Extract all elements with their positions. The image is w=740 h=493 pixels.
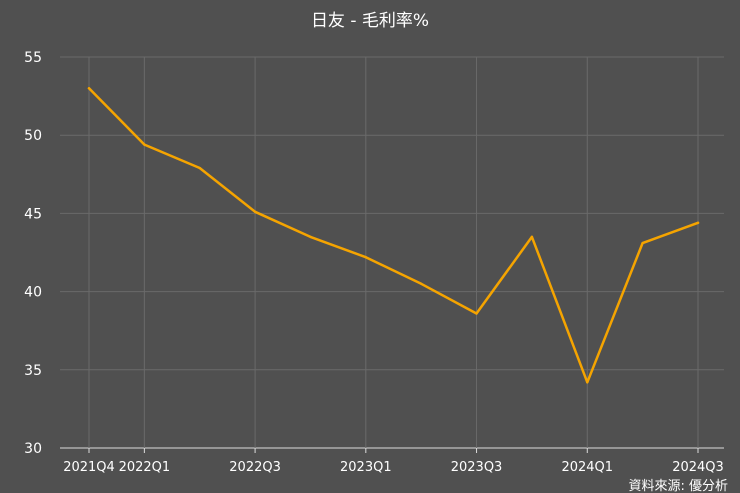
y-tick-label: 35 bbox=[24, 363, 42, 379]
data-point bbox=[419, 282, 423, 285]
x-tick-label: 2022Q3 bbox=[229, 460, 281, 475]
data-point bbox=[309, 235, 312, 239]
y-tick-label: 40 bbox=[24, 285, 42, 301]
grid-layer bbox=[60, 56, 724, 449]
series-layer bbox=[87, 87, 700, 384]
x-axis: 2021Q4 2022Q1 2022Q3 2023Q1 2023Q3 2024Q1 2024… bbox=[63, 448, 724, 475]
data-point bbox=[586, 381, 589, 384]
data-point bbox=[530, 235, 534, 239]
x-tick-label: 2024Q3 bbox=[672, 460, 724, 475]
data-point bbox=[475, 312, 478, 315]
y-tick-label: 50 bbox=[24, 128, 42, 144]
source-note: 資料來源: 優分析 bbox=[628, 479, 728, 493]
y-tick-label: 30 bbox=[24, 441, 42, 457]
data-point bbox=[253, 210, 257, 214]
x-tick-label: 2023Q1 bbox=[340, 460, 392, 475]
data-point bbox=[364, 255, 368, 259]
data-point bbox=[87, 87, 91, 90]
x-tick-label: 2023Q3 bbox=[451, 460, 503, 475]
chart-title: 日友 - 毛利率% bbox=[311, 11, 429, 31]
data-point bbox=[198, 166, 201, 170]
x-tick-label: 2022Q1 bbox=[119, 460, 171, 475]
y-tick-label: 55 bbox=[24, 50, 42, 66]
y-tick-label: 45 bbox=[24, 206, 42, 222]
data-point bbox=[143, 143, 146, 146]
y-axis: 30 35 40 45 50 55 bbox=[24, 50, 42, 457]
data-point bbox=[641, 241, 644, 245]
data-point bbox=[696, 221, 700, 224]
series-line bbox=[87, 87, 700, 384]
x-tick-label: 2024Q1 bbox=[561, 460, 613, 475]
x-tick-label: 2021Q4 bbox=[63, 460, 115, 475]
